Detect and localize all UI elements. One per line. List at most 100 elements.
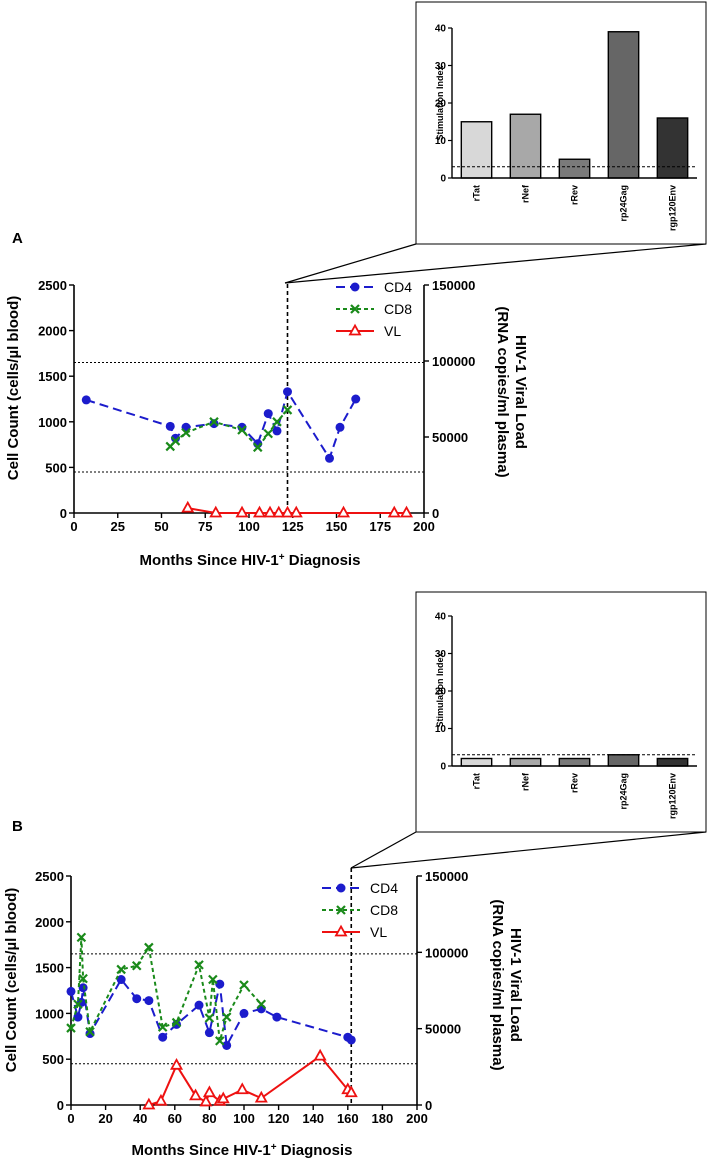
- panel-a-cd4-point: [263, 409, 273, 419]
- panel-b-x-tick-label: 180: [372, 1111, 394, 1126]
- panel-a-inset-category-label: rTat: [472, 185, 482, 201]
- panel-a-zoom-line-right: [284, 243, 707, 284]
- panel-b-y-tick-label: 2500: [35, 869, 64, 884]
- panel-b-cd8-point: [208, 974, 218, 985]
- panel-a-cd8-point: [170, 436, 181, 446]
- panel-b-inset-y-tick-label: 10: [435, 724, 447, 735]
- panel-a-zoom-line-left: [284, 243, 417, 284]
- panel-b-y-tick-label: 0: [57, 1098, 64, 1113]
- panel-b-vl-point: [199, 1094, 213, 1107]
- panel-a-vl-point: [181, 500, 195, 513]
- panel-a-x-tick-label: 75: [198, 519, 212, 534]
- panel-b-vl-point: [202, 1085, 216, 1098]
- panel-a-cd8-point: [181, 427, 191, 438]
- panel-a-y-tick-label: 0: [60, 506, 67, 521]
- panel-a-vl-point: [336, 505, 351, 518]
- panel-b-cd8-point: [78, 973, 88, 984]
- panel-b-y2-tick-label: 0: [425, 1098, 432, 1113]
- panel-b-inset-bar-rp24gag: [607, 754, 640, 767]
- panel-b-cd4-point: [215, 979, 225, 989]
- panel-a-vl-point: [387, 505, 401, 518]
- panel-a-vl-point: [280, 505, 295, 518]
- panel-b-inset-bar-rgp120env: [656, 757, 689, 767]
- panel-b-cd4-point: [204, 1028, 214, 1038]
- panel-a-cd4-point: [351, 394, 361, 404]
- panel-a-cd8-point: [263, 428, 274, 439]
- panel-a-y-tick-label: 1500: [38, 369, 67, 384]
- panel-a-legend-vl-label: VL: [384, 323, 401, 339]
- panel-a-y-tick-label: 2500: [38, 278, 67, 293]
- panel-b-y2-tick-label: 50000: [425, 1022, 461, 1037]
- panel-b-x-tick-label: 100: [233, 1111, 255, 1126]
- panel-a-inset-category-label: rp24Gag: [619, 185, 629, 222]
- panel-label-a: A: [12, 230, 23, 247]
- panel-b-ylabel-left: Cell Count (cells/µl blood): [3, 888, 20, 1072]
- panel-b-legend-vl-label: VL: [370, 924, 387, 940]
- panel-b-vl-point: [189, 1088, 203, 1101]
- panel-a-inset-bar-rtat: [460, 121, 493, 179]
- panel-b-cd4-point: [346, 1035, 356, 1045]
- panel-a-x-tick-label: 150: [326, 519, 348, 534]
- panel-b-cd4-point: [172, 1019, 182, 1029]
- panel-a-x-tick-label: 125: [282, 519, 304, 534]
- panel-b-ylabel-right-2: (RNA copies/ml plasma): [489, 899, 506, 1070]
- panel-b-x-tick-label: 160: [337, 1111, 359, 1126]
- panel-a-inset-y-tick-label: 10: [435, 136, 447, 147]
- panel-b-y-tick-label: 500: [42, 1052, 64, 1067]
- panel-a-cd4-point: [165, 421, 175, 431]
- panel-a-inset-category-label: rgp120Env: [668, 185, 678, 231]
- panel-a-ylabel-right-2: (RNA copies/ml plasma): [494, 306, 511, 477]
- panel-b-cd8-point: [144, 942, 154, 953]
- panel-b-cd4-point: [85, 1029, 95, 1039]
- panel-a-ylabel-left: Cell Count (cells/µl blood): [5, 296, 22, 480]
- panel-a-vl-point: [235, 505, 249, 518]
- panel-b-cd4-point: [239, 1008, 249, 1018]
- panel-b-cd8-point: [194, 960, 204, 970]
- panel-b-inset-frame: [415, 591, 707, 833]
- panel-b-vl-point: [216, 1091, 230, 1104]
- panel-b-inset-category-label: rNef: [521, 772, 531, 791]
- panel-a-legend-cd4-label: CD4: [384, 279, 412, 295]
- panel-b-y-tick-label: 1500: [35, 961, 64, 976]
- panel-b-inset-category-label: rp24Gag: [619, 773, 629, 810]
- panel-b-legend-cd8-label: CD8: [370, 902, 398, 918]
- panel-a-x-tick-label: 50: [154, 519, 168, 534]
- panel-a-y2-tick-label: 150000: [432, 278, 475, 293]
- panel-a-ylabel-right-1: HIV-1 Viral Load: [512, 335, 529, 449]
- panel-a-legend-cd8-label: CD8: [384, 301, 412, 317]
- panel-a-inset-bar-rp24gag: [607, 31, 640, 179]
- panel-b-ylabel-right-1: HIV-1 Viral Load: [507, 928, 524, 1042]
- panel-a-vl-point: [252, 505, 267, 518]
- panel-b-inset-category-label: rTat: [472, 773, 482, 789]
- panel-a-inset-y-tick-label: 30: [435, 61, 447, 72]
- panel-a-cd4-point: [335, 422, 345, 432]
- panel-b-cd4-point: [132, 994, 142, 1004]
- panel-b-legend-cd8-marker: [336, 905, 346, 915]
- panel-a-vl-point: [399, 505, 414, 518]
- panel-b-vl-point: [142, 1097, 156, 1110]
- panel-b-vl-point: [254, 1090, 268, 1103]
- panel-a-cd8-point: [272, 417, 282, 427]
- panel-b-cd8-point: [73, 999, 83, 1010]
- panel-a-x-tick-label: 0: [70, 519, 77, 534]
- panel-a-inset-y-tick-label: 0: [440, 174, 446, 185]
- panel-a-y-tick-label: 1000: [38, 415, 67, 430]
- panel-b-y-tick-label: 1000: [35, 1006, 64, 1021]
- panel-a-legend-vl-marker: [348, 323, 362, 336]
- panel-a-cd8-point: [209, 417, 219, 427]
- panel-b-cd4-point: [116, 975, 126, 985]
- panel-a-inset-category-label: rRev: [570, 185, 580, 205]
- panel-b-cd8-point: [239, 980, 249, 990]
- panel-a-inset-ylabel: Stimulation Index: [435, 65, 445, 140]
- panel-b-inset-category-label: rRev: [570, 773, 580, 793]
- panel-b-y2-tick-label: 100000: [425, 945, 468, 960]
- panel-b-vl-point: [154, 1093, 168, 1106]
- panel-a-cd4-point: [325, 453, 334, 463]
- panel-b-x-tick-label: 20: [98, 1111, 112, 1126]
- panel-a-inset-category-label: rNef: [521, 184, 531, 203]
- panel-b-x-tick-label: 80: [202, 1111, 216, 1126]
- panel-b-inset-category-label: rgp120Env: [668, 773, 678, 819]
- panel-a-cd4-point: [81, 395, 91, 405]
- panel-b-vl-point: [313, 1048, 327, 1061]
